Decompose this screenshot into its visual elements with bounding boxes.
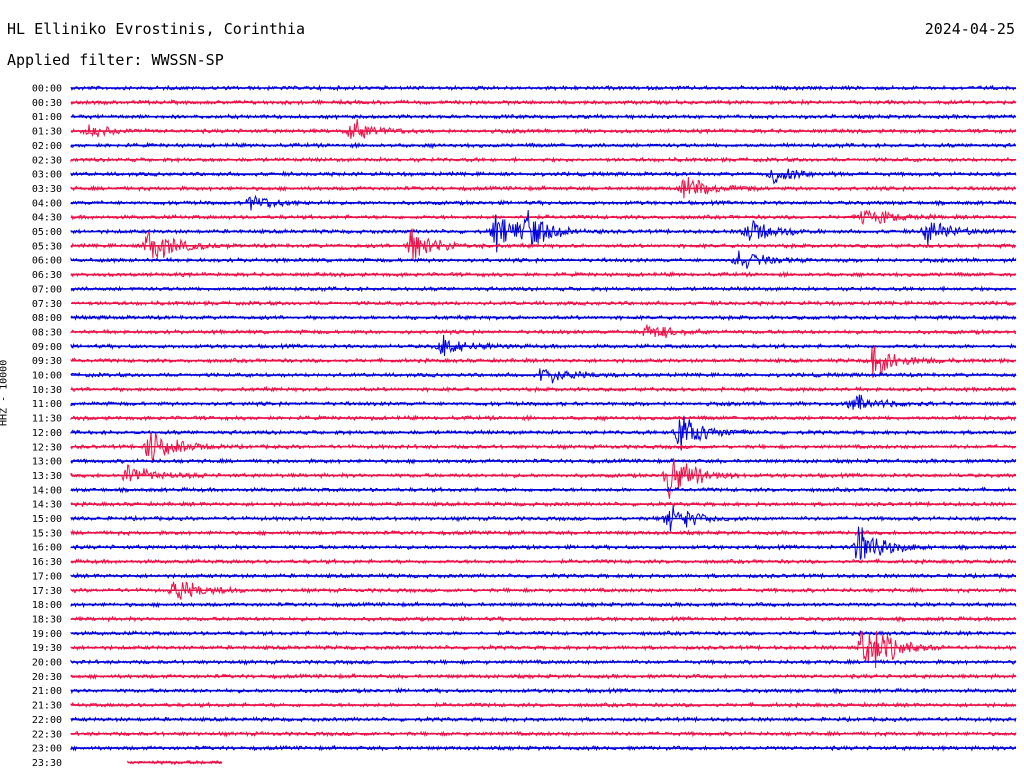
time-tick-label: 10:30 xyxy=(32,385,62,396)
time-tick-label: 17:30 xyxy=(32,586,62,597)
time-tick-label: 06:00 xyxy=(32,256,62,267)
trace-line xyxy=(70,629,1017,637)
time-tick-label: 02:30 xyxy=(32,155,62,166)
time-tick-label: 05:00 xyxy=(32,227,62,238)
time-tick-label: 15:00 xyxy=(32,514,62,525)
time-tick-label: 19:30 xyxy=(32,643,62,654)
time-tick-label: 13:30 xyxy=(32,471,62,482)
time-tick-label: 16:00 xyxy=(32,543,62,554)
time-tick-label: 23:30 xyxy=(32,758,62,769)
time-tick-label: 05:30 xyxy=(32,241,62,252)
time-tick-label: 11:30 xyxy=(32,414,62,425)
station-title: HL Elliniko Evrostinis, Corinthia xyxy=(7,20,306,38)
time-tick-label: 09:00 xyxy=(32,342,62,353)
trace-line xyxy=(70,394,1017,410)
time-tick-label: 18:00 xyxy=(32,600,62,611)
time-tick-label: 19:00 xyxy=(32,629,62,640)
time-tick-label: 10:00 xyxy=(32,371,62,382)
trace-line xyxy=(70,368,1017,384)
time-tick-label: 08:00 xyxy=(32,313,62,324)
time-tick-label: 18:30 xyxy=(32,614,62,625)
trace-line xyxy=(70,346,1016,378)
trace-line xyxy=(70,459,1017,499)
time-tick-label: 22:00 xyxy=(32,715,62,726)
time-tick-label: 23:00 xyxy=(32,744,62,755)
time-tick-label: 09:30 xyxy=(32,356,62,367)
time-tick-label: 03:00 xyxy=(32,170,62,181)
time-tick-label: 21:30 xyxy=(32,701,62,712)
time-tick-label: 16:30 xyxy=(32,557,62,568)
time-tick-label: 14:30 xyxy=(32,500,62,511)
time-tick-label: 04:30 xyxy=(32,213,62,224)
time-tick-label: 22:30 xyxy=(32,729,62,740)
filter-label: Applied filter: WWSSN-SP xyxy=(7,51,224,69)
time-tick-label: 06:30 xyxy=(32,270,62,281)
time-tick-label: 07:30 xyxy=(32,299,62,310)
trace-line xyxy=(70,168,1017,185)
time-tick-label: 12:00 xyxy=(32,428,62,439)
time-tick-label: 03:30 xyxy=(32,184,62,195)
time-tick-label: 00:00 xyxy=(32,84,62,95)
time-tick-label: 13:00 xyxy=(32,457,62,468)
time-tick-label: 01:00 xyxy=(32,112,62,123)
time-tick-label: 17:00 xyxy=(32,571,62,582)
time-tick-label: 11:00 xyxy=(32,399,62,410)
time-tick-label: 07:00 xyxy=(32,284,62,295)
time-tick-label: 20:30 xyxy=(32,672,62,683)
time-tick-label: 14:00 xyxy=(32,485,62,496)
trace-line xyxy=(70,119,1017,139)
time-tick-label: 00:30 xyxy=(32,98,62,109)
seismic-traces xyxy=(70,84,1017,766)
time-tick-label: 20:00 xyxy=(32,658,62,669)
time-tick-label: 04:00 xyxy=(32,198,62,209)
time-tick-label: 01:30 xyxy=(32,127,62,138)
time-tick-label: 02:00 xyxy=(32,141,62,152)
time-tick-label: 08:30 xyxy=(32,327,62,338)
time-tick-label: 15:30 xyxy=(32,528,62,539)
time-tick-labels: 00:00 00:30 01:00 01:30 02:00 02:30 03:00 03:30… xyxy=(32,84,62,769)
date-label: 2024-04-25 xyxy=(924,20,1015,38)
time-tick-label: 21:00 xyxy=(32,686,62,697)
time-tick-label: 12:30 xyxy=(32,442,62,453)
